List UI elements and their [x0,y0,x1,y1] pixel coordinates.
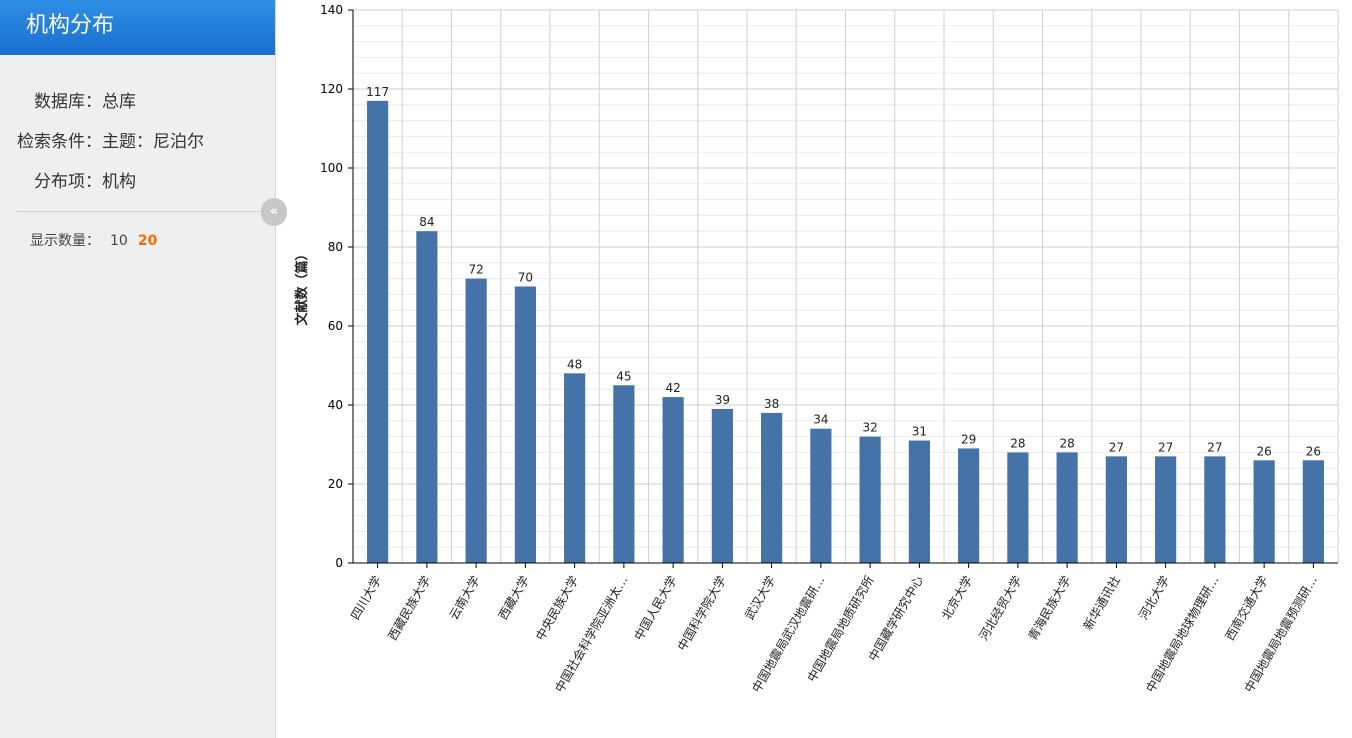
database-row: 数据库：总库 [34,87,136,112]
bar-value-label: 28 [1010,436,1025,450]
x-category-label: 新华通讯社 [1080,573,1123,632]
double-chevron-left-icon: « [269,204,279,219]
bar [958,448,980,563]
bar [761,412,783,563]
x-category-label: 西藏民族大学 [384,573,433,643]
y-tick-label: 20 [328,477,343,491]
x-category-label: 河北经贸大学 [975,573,1024,643]
bar [1155,456,1177,563]
condition-value: 主题：尼泊尔 [102,132,204,152]
bar [908,440,930,563]
bar [465,278,487,563]
bar-value-label: 28 [1059,436,1074,450]
bar-value-label: 27 [1158,440,1173,454]
bar-value-label: 27 [1207,440,1222,454]
distribution-item-row: 分布项：机构 [34,167,136,192]
bar [859,436,881,563]
bar-value-label: 117 [366,85,389,99]
x-category-label: 河北大学 [1135,573,1172,622]
bar [613,385,635,563]
x-category-label: 青海民族大学 [1025,573,1074,643]
distribution-item-label: 分布项： [34,172,102,192]
bar [810,428,832,563]
distribution-item-value: 机构 [102,172,136,192]
y-tick-label: 0 [335,556,343,570]
display-count-10-option[interactable]: 10 [110,233,128,249]
x-category-label: 中国人民大学 [631,573,680,643]
bar-value-label: 38 [764,397,779,411]
label-layer: 0 20 40 60 80 100 120 140 117 四川大学 84 西藏民族大学 72 云南大学 7… [294,3,1321,695]
axis-layer [348,9,1338,568]
divider [17,211,272,212]
x-category-label: 云南大学 [446,573,483,622]
left-panel: 机构分布 数据库：总库 检索条件：主题：尼泊尔 分布项：机构 显示数量： 10 20 [0,0,276,738]
database-label: 数据库： [34,92,102,112]
y-tick-label: 100 [320,161,343,175]
database-value: 总库 [102,92,136,112]
y-axis-title: 文献数（篇） [294,247,310,325]
bar [1105,456,1127,563]
x-category-label: 中央民族大学 [532,573,581,643]
bar [367,100,389,563]
x-category-label: 四川大学 [347,573,384,622]
bar [1007,452,1029,563]
display-count-row: 显示数量： 10 20 [30,230,157,250]
bar [1204,456,1226,563]
x-category-label: 北京大学 [938,573,975,622]
bar-value-label: 84 [419,215,434,229]
bar-value-label: 32 [862,421,877,435]
x-category-label: 西藏大学 [495,573,532,622]
grid-layer [352,9,1339,564]
bar [662,397,684,563]
y-tick-label: 120 [320,82,343,96]
bar [564,373,586,563]
bar-value-label: 26 [1256,444,1271,458]
bar-value-label: 31 [912,425,927,439]
x-category-label: 中国科学院大学 [674,573,729,653]
bar-value-label: 34 [813,413,828,427]
bar-value-label: 42 [665,381,680,395]
y-tick-label: 60 [328,319,343,333]
y-tick-label: 140 [320,3,343,17]
bar-value-label: 26 [1306,444,1321,458]
bar [514,286,536,563]
bar-value-label: 72 [468,263,483,277]
bar [1253,460,1275,563]
bar-layer [367,100,1324,563]
y-tick-label: 80 [328,240,343,254]
condition-row: 检索条件：主题：尼泊尔 [17,127,204,152]
bar-value-label: 70 [518,271,533,285]
x-category-label: 武汉大学 [741,573,778,622]
bar-chart: 0 20 40 60 80 100 120 140 117 四川大学 84 西藏民族大学 72 云南大学 7… [294,3,1339,695]
bar [1056,452,1078,563]
bar-value-label: 29 [961,432,976,446]
collapse-panel-button[interactable]: « [261,198,287,226]
x-category-label: 中国藏学研究中心 [865,573,926,664]
bar-value-label: 48 [567,357,582,371]
bar [1302,460,1324,563]
bar [416,231,438,563]
display-count-20-option[interactable]: 20 [137,233,158,249]
bar-value-label: 27 [1109,440,1124,454]
x-category-label: 西南交通大学 [1222,573,1271,643]
bar-value-label: 45 [616,369,631,383]
condition-label: 检索条件： [17,132,102,152]
panel-title: 机构分布 [0,0,275,55]
y-tick-label: 40 [328,398,343,412]
bar [711,408,733,563]
display-count-label: 显示数量： [30,233,100,249]
bar-value-label: 39 [715,393,730,407]
